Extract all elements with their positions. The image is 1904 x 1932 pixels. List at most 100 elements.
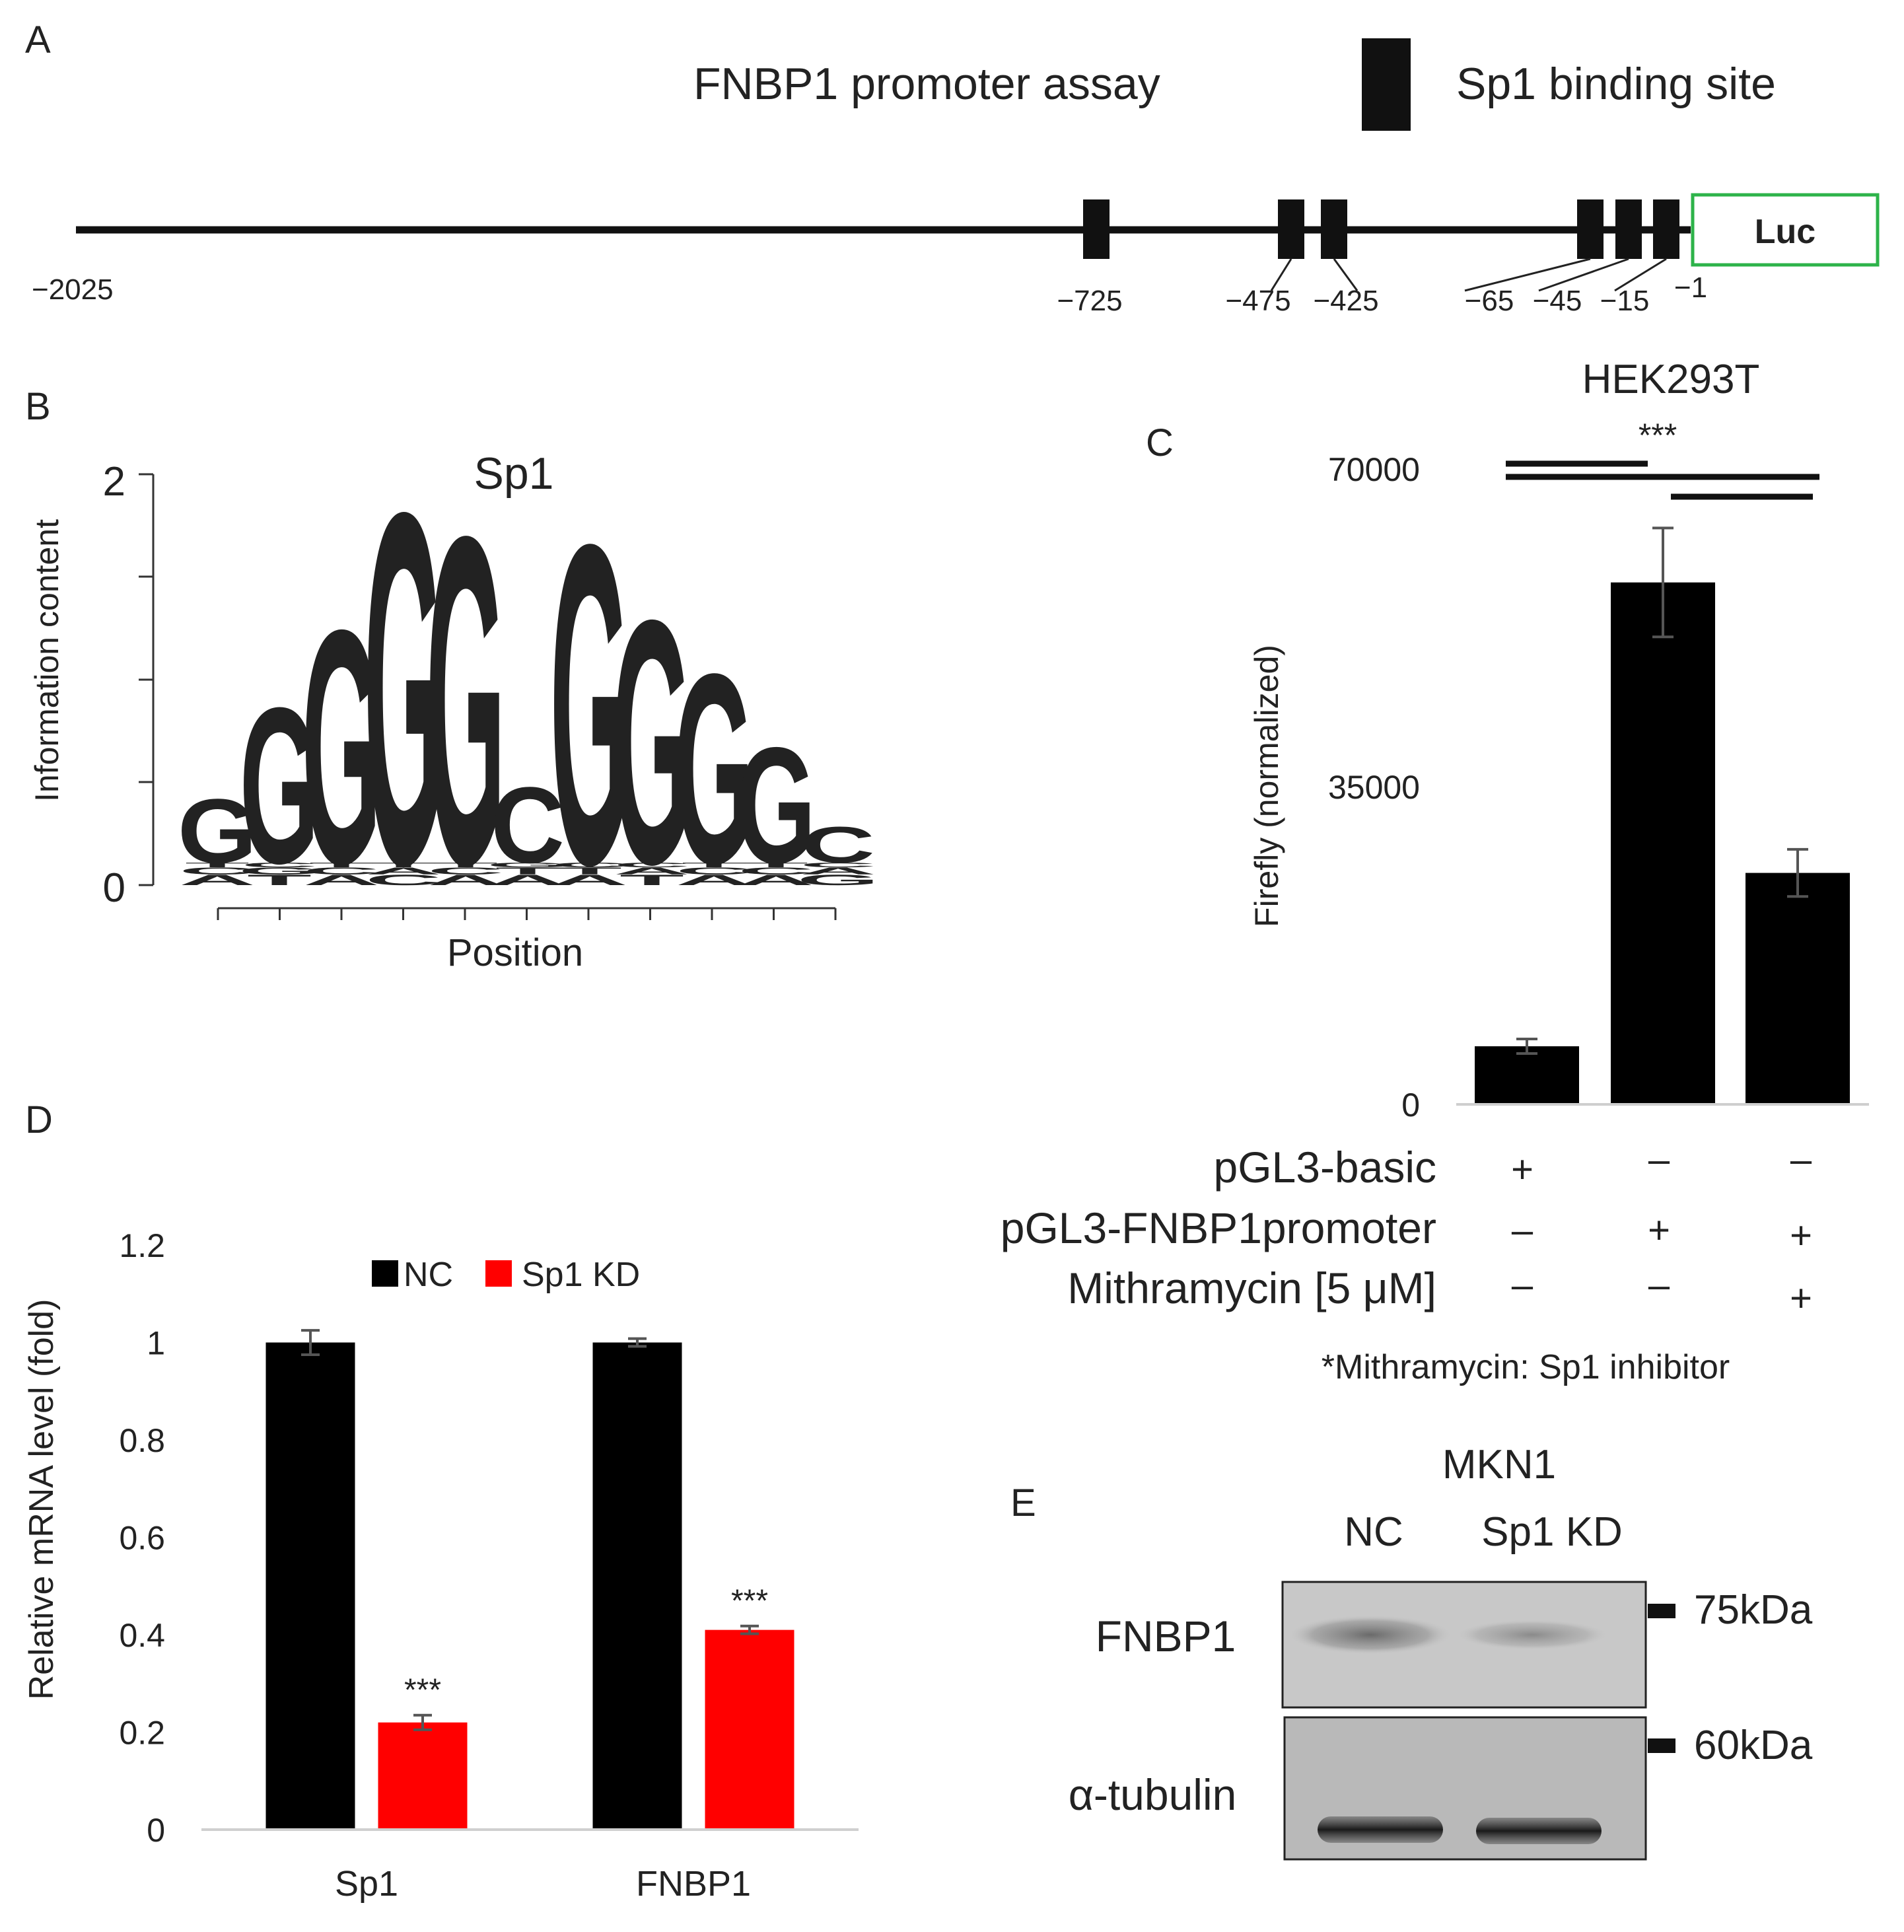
logo-letter: G xyxy=(612,548,692,937)
logo-letter-minor: A xyxy=(614,865,690,877)
logo-letter-minor: A xyxy=(303,872,380,888)
condition-mark: + xyxy=(1790,1277,1812,1320)
chart-c-bar xyxy=(1611,582,1715,1104)
panel-d: D Relative mRNA level (fold) NC Sp1 KD 0… xyxy=(22,1098,859,1904)
pos-label: −2025 xyxy=(32,273,114,306)
marker-label: 60kDa xyxy=(1694,1723,1813,1768)
chart-d-significance: *** xyxy=(731,1584,768,1619)
panel-c: C HEK293T *** Firefly (normalized) 0 3500… xyxy=(1001,357,1869,1386)
condition-label: Mithramycin [5 μM] xyxy=(1067,1264,1436,1312)
logo-letter-minor: A xyxy=(551,872,628,888)
chart-c-bar xyxy=(1475,1046,1579,1104)
logo-letter: G xyxy=(302,561,382,934)
condition-mark: + xyxy=(1790,1214,1812,1257)
panel-e: E MKN1 NC Sp1 KD FNBP1 75 xyxy=(1010,1442,1813,1861)
chart-c: 0 35000 70000 xyxy=(1328,451,1869,1124)
logo-letter: G xyxy=(178,781,258,882)
leader-line xyxy=(1538,258,1629,292)
leader-line xyxy=(1464,258,1591,292)
logo-letter: G xyxy=(674,617,754,920)
chart-d-bar xyxy=(378,1722,468,1830)
logo-letter-minor: A xyxy=(179,872,256,888)
chart-c-ylabel: Firefly (normalized) xyxy=(1248,645,1285,927)
logo-letter-minor: G xyxy=(797,872,879,888)
logo-letter-minor: T xyxy=(371,861,436,869)
logo-ylabel: Information content xyxy=(28,519,65,802)
leader-line xyxy=(1614,258,1667,292)
marker-tick xyxy=(1648,1738,1675,1753)
marker-tick xyxy=(1648,1604,1675,1618)
panel-d-letter: D xyxy=(25,1098,53,1141)
condition-label: pGL3-FNBP1promoter xyxy=(1001,1203,1436,1252)
chart-c-title: HEK293T xyxy=(1582,357,1760,402)
condition-label: pGL3-basic xyxy=(1213,1143,1436,1192)
logo-letter: G xyxy=(240,661,320,910)
legend-site-label: Sp1 binding site xyxy=(1456,59,1776,109)
chart-d-significance: *** xyxy=(404,1673,441,1708)
sp1-site-45 xyxy=(1615,199,1642,259)
logo-ymin: 0 xyxy=(103,865,125,911)
logo-letter-minor: A xyxy=(738,872,814,888)
pos-label: −65 xyxy=(1465,285,1514,317)
panel-a-letter: A xyxy=(25,18,51,61)
marker-label: 75kDa xyxy=(1694,1587,1813,1633)
logo-letter: C xyxy=(491,764,565,886)
logo-letter: G xyxy=(550,450,630,960)
panel-b: B Sp1 Information content 2 0 ACTGTGCGAC… xyxy=(25,385,879,974)
logo-letter-minor: C xyxy=(614,861,690,869)
logo-letter-minor: C xyxy=(179,865,256,877)
leader-line xyxy=(1333,258,1358,291)
condition-mark: – xyxy=(1648,1264,1670,1306)
chart-d-bar xyxy=(265,1342,355,1830)
fnbp1-band-kd xyxy=(1453,1619,1611,1651)
logo-letter-minor: T xyxy=(309,861,374,869)
logo-letter-minor: A xyxy=(427,872,504,888)
chart-d-ytick-label: 0.2 xyxy=(119,1715,165,1752)
chart-d-category-label: Sp1 xyxy=(335,1864,398,1904)
logo-letter-minor: T xyxy=(433,861,498,869)
condition-mark: + xyxy=(1511,1148,1534,1191)
logo-letter-minor: A xyxy=(489,872,566,888)
logo-letter: C xyxy=(801,816,875,873)
logo-letter-minor: C xyxy=(676,865,752,877)
logo-letter-minor: T xyxy=(495,865,560,877)
chart-d-ytick-label: 0.8 xyxy=(119,1422,165,1459)
fnbp1-band-nc xyxy=(1288,1615,1453,1655)
logo-letter-minor: T xyxy=(557,865,622,877)
condition-mark: – xyxy=(1512,1209,1534,1252)
legend-site-swatch xyxy=(1362,38,1411,131)
logo-letter-minor: A xyxy=(365,865,442,877)
logo-letter-minor: T xyxy=(682,861,746,869)
logo-xlabel: Position xyxy=(447,931,583,974)
sp1-site-725 xyxy=(1083,199,1110,259)
chart-d-ytick-label: 0 xyxy=(147,1812,165,1849)
blot-protein-label: FNBP1 xyxy=(1096,1612,1236,1661)
inhibitor-note: *Mithramycin: Sp1 inhibitor xyxy=(1322,1348,1730,1386)
logo-letter-minor: T xyxy=(619,872,684,888)
logo-title: Sp1 xyxy=(474,448,554,499)
luc-reporter-box xyxy=(1691,193,1880,267)
pos-label: −725 xyxy=(1057,285,1122,317)
logo-letter-minor: C xyxy=(427,865,504,877)
tubulin-band-nc xyxy=(1318,1816,1443,1843)
sp1-site-65 xyxy=(1577,199,1604,259)
logo-letter-minor: G xyxy=(487,861,569,869)
chart-d-ylabel: Relative mRNA level (fold) xyxy=(22,1299,61,1700)
logo-letter: G xyxy=(426,439,506,962)
sp1-site-425 xyxy=(1321,199,1347,259)
pos-label: −15 xyxy=(1600,285,1650,317)
logo-letter-minor: T xyxy=(744,861,808,869)
blot-lane-label: NC xyxy=(1344,1509,1403,1555)
logo-letter-minor: C xyxy=(241,861,318,869)
blot-protein-label: α-tubulin xyxy=(1069,1770,1237,1819)
pos-label: −475 xyxy=(1225,285,1290,317)
logo-letter-minor: G xyxy=(238,865,320,877)
pos-label: −425 xyxy=(1313,285,1378,317)
chart-d-ytick-label: 1.2 xyxy=(119,1227,165,1264)
condition-mark: + xyxy=(1648,1209,1670,1252)
logo-letter-minor: T xyxy=(185,861,250,869)
significance-mark: *** xyxy=(1639,417,1677,454)
pos-label: −45 xyxy=(1533,285,1582,317)
chart-d-ytick-label: 0.4 xyxy=(119,1617,165,1654)
